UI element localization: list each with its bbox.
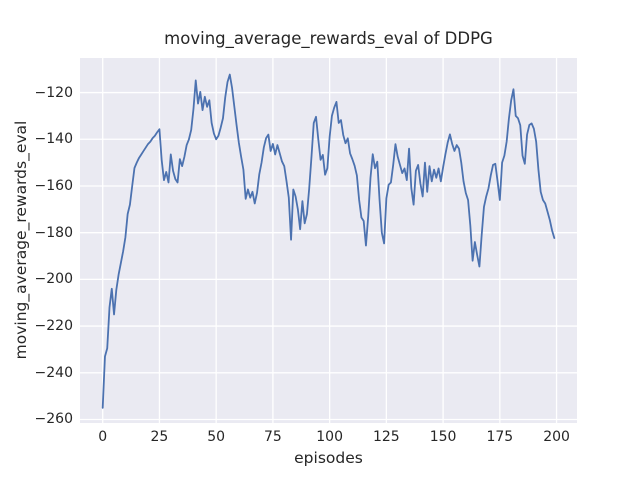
y-tick-label: −160: [34, 177, 73, 194]
y-tick-label: −140: [34, 131, 73, 148]
x-axis-label: episodes: [294, 449, 363, 467]
chart-title: moving_average_rewards_eval of DDPG: [164, 29, 493, 48]
plot-area: [80, 58, 577, 423]
x-tick-label: 50: [207, 429, 226, 445]
y-tick-label: −220: [34, 318, 73, 335]
y-tick-label: −180: [34, 224, 73, 241]
x-tick-label: 125: [372, 429, 400, 445]
line-chart-canvas: [80, 58, 577, 423]
data-series-line: [101, 73, 556, 409]
x-tick-label: 100: [316, 429, 343, 445]
x-tick-label: 75: [263, 429, 282, 445]
y-tick-label: −200: [34, 271, 73, 288]
y-tick-label: −260: [34, 411, 73, 428]
y-tick-label: −240: [34, 364, 73, 381]
x-tick-label: 25: [150, 429, 169, 445]
x-tick-label: 150: [429, 429, 457, 445]
x-tick-label: 200: [543, 429, 570, 445]
y-tick-label: −120: [34, 84, 73, 101]
x-tick-label: 175: [486, 429, 514, 445]
x-tick-label: 0: [98, 429, 108, 445]
